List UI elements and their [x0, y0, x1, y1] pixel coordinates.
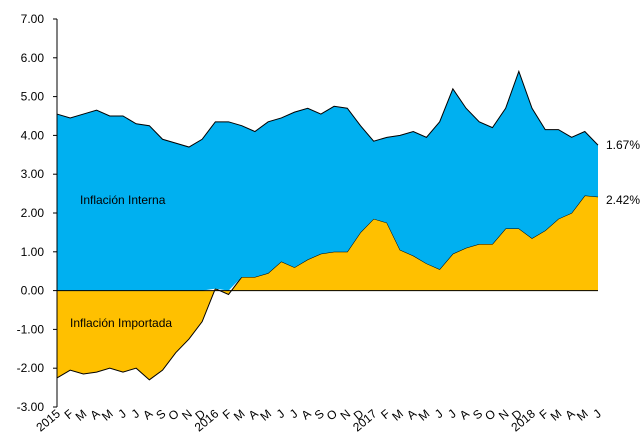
x-tick-label: J [590, 407, 604, 422]
y-tick-label: 6.00 [21, 51, 45, 65]
x-tick-label: O [166, 407, 182, 424]
x-tick-label: A [140, 407, 155, 423]
y-tick-label: 1.00 [21, 245, 45, 259]
x-tick-label: M [73, 407, 90, 424]
area-imported [57, 195, 598, 380]
y-tick-label: -2.00 [17, 361, 45, 375]
x-tick-label: M [99, 407, 116, 424]
series-label: Inflación Importada [70, 316, 172, 330]
x-tick-label: M [548, 407, 565, 424]
x-tick-label: M [257, 407, 274, 424]
x-tick-label: J [129, 407, 143, 422]
area-internal [57, 71, 598, 291]
x-tick-label: J [432, 407, 446, 422]
x-tick-label: J [274, 407, 288, 422]
y-tick-label: 5.00 [21, 90, 45, 104]
line-internal [56, 69, 599, 148]
x-tick-label: A [298, 407, 313, 423]
x-tick-label: J [287, 407, 301, 422]
annotation: 2.42% [606, 193, 640, 207]
annotation: 1.67% [606, 138, 640, 152]
y-tick-label: 2.00 [21, 206, 45, 220]
y-tick-label: 3.00 [21, 167, 45, 181]
x-tick-label: M [389, 407, 406, 424]
x-tick-label: N [496, 407, 512, 423]
series-label: Inflación Interna [80, 193, 166, 207]
y-tick-label: 7.00 [21, 12, 45, 26]
x-tick-label: J [115, 407, 129, 422]
x-tick-label: N [179, 407, 195, 423]
y-tick-label: 0.00 [21, 284, 45, 298]
x-tick-label: N [338, 407, 354, 423]
x-tick-label: M [416, 407, 433, 424]
x-tick-label: O [324, 407, 340, 424]
y-tick-label: -1.00 [17, 322, 45, 336]
x-tick-label: A [457, 407, 472, 423]
x-tick-label: O [482, 407, 498, 424]
x-tick-label: M [231, 407, 248, 424]
x-tick-label: J [445, 407, 459, 422]
y-tick-label: 4.00 [21, 128, 45, 142]
y-tick-label: -3.00 [17, 400, 45, 414]
x-tick-label: M [574, 407, 591, 424]
